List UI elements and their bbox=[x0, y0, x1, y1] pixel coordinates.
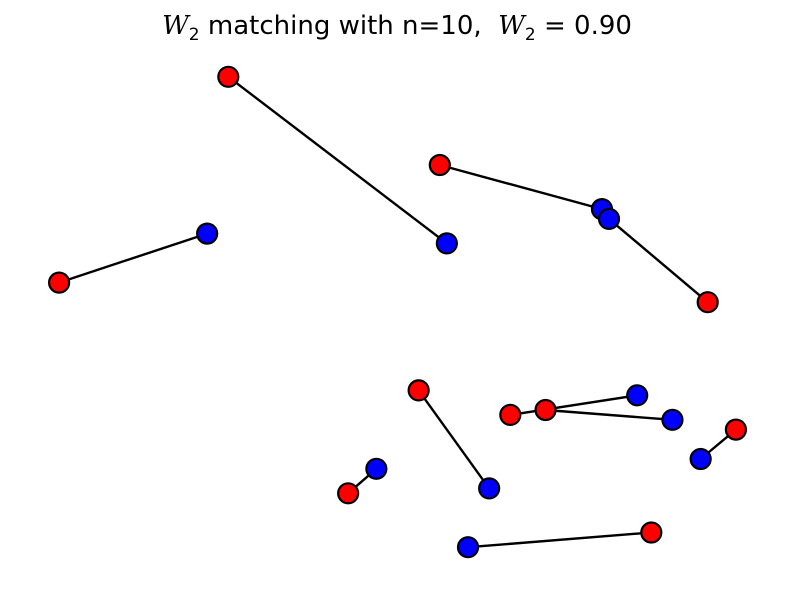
red-point-9 bbox=[337, 482, 360, 505]
blue-point-4 bbox=[597, 207, 621, 230]
match-line-6 bbox=[510, 394, 638, 417]
match-line-5 bbox=[417, 389, 491, 490]
blue-point-3 bbox=[196, 222, 219, 245]
title-w-subscript-2: 2 bbox=[525, 25, 536, 45]
title-middle-text: matching with n=10, bbox=[200, 11, 499, 41]
blue-point-8 bbox=[689, 447, 712, 471]
blue-point-7 bbox=[661, 408, 684, 431]
chart-title: W2 matching with n=10, W2 = 0.90 bbox=[162, 11, 632, 45]
match-line-4 bbox=[608, 217, 709, 304]
red-point-7 bbox=[534, 398, 557, 422]
red-point-1 bbox=[217, 65, 240, 88]
match-line-10 bbox=[467, 531, 652, 549]
red-point-2 bbox=[428, 153, 451, 177]
blue-point-1 bbox=[435, 232, 458, 255]
red-point-6 bbox=[499, 403, 522, 426]
title-w-subscript: 2 bbox=[189, 25, 200, 45]
red-point-8 bbox=[724, 418, 748, 441]
red-point-3 bbox=[47, 271, 71, 294]
red-point-10 bbox=[640, 521, 663, 544]
red-point-5 bbox=[407, 379, 430, 402]
matching-points bbox=[47, 65, 748, 559]
title-equals-text: = 0.90 bbox=[536, 11, 632, 41]
match-line-2 bbox=[439, 163, 603, 211]
match-line-3 bbox=[58, 232, 208, 284]
red-point-4 bbox=[696, 291, 719, 314]
match-line-7 bbox=[545, 408, 673, 421]
title-w-symbol-2: W bbox=[498, 11, 527, 41]
blue-point-10 bbox=[456, 536, 480, 559]
blue-point-9 bbox=[365, 457, 388, 480]
blue-point-5 bbox=[478, 477, 501, 500]
title-w-symbol: W bbox=[162, 11, 191, 41]
match-line-1 bbox=[227, 75, 448, 245]
matching-lines bbox=[58, 75, 737, 549]
blue-point-6 bbox=[626, 384, 649, 407]
